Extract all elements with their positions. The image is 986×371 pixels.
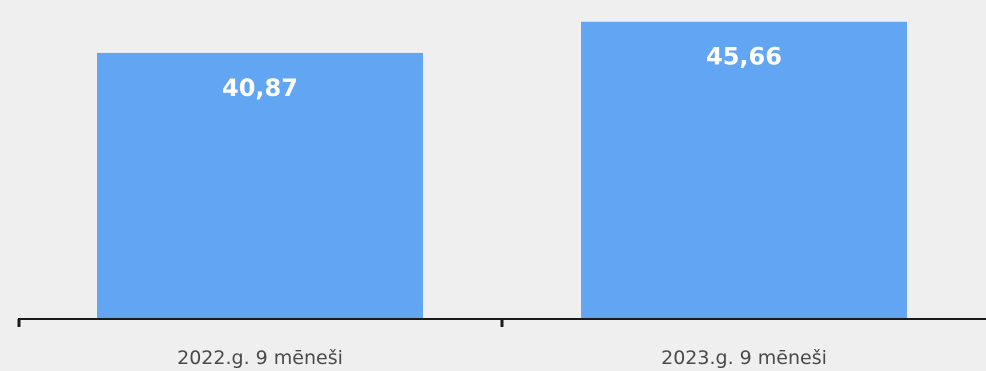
bar-1 — [97, 52, 423, 320]
x-tick-label-1: 2022.g. 9 mēneši — [177, 347, 343, 369]
bars-group — [97, 21, 907, 320]
value-labels-group: 40,87 45,66 — [222, 43, 782, 102]
bar-value-label-2: 45,66 — [706, 43, 782, 71]
bar-value-label-1: 40,87 — [222, 74, 298, 102]
x-tick-label-2: 2023.g. 9 mēneši — [661, 347, 827, 369]
x-axis-ticks — [17, 319, 504, 327]
bar-2 — [581, 21, 907, 320]
x-axis-tick-labels: 2022.g. 9 mēneši 2023.g. 9 mēneši — [177, 347, 827, 369]
